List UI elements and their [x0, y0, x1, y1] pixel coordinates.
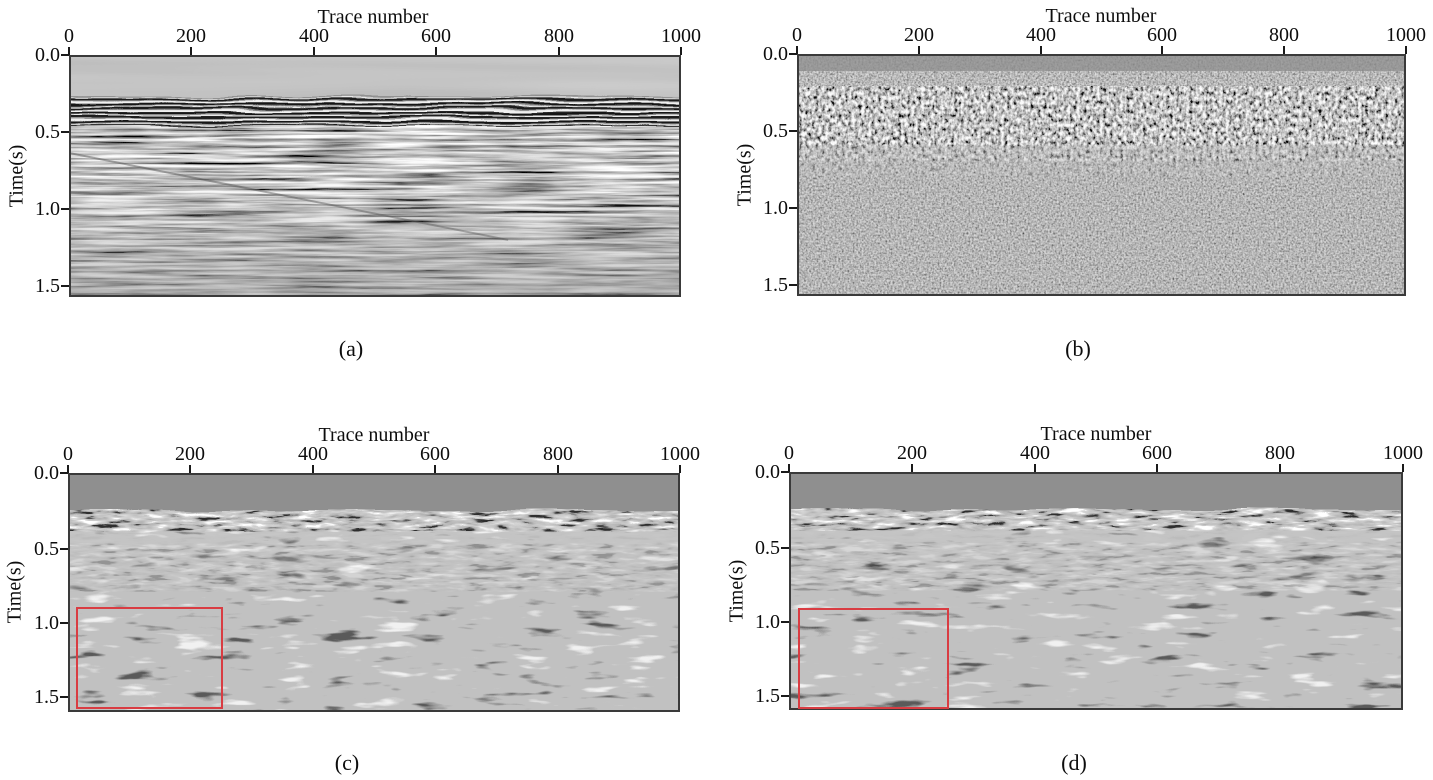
x-tick-label: 800 [1269, 24, 1299, 46]
x-tick-mark [918, 46, 920, 54]
y-tick-label: 0.0 [763, 43, 788, 65]
y-tick-mark [61, 285, 69, 287]
x-tick-label: 1000 [660, 443, 700, 465]
x-tick-label: 0 [63, 443, 73, 465]
y-tick-label: 0.5 [763, 120, 788, 142]
highlight-box-c [76, 607, 223, 709]
x-tick-label: 400 [298, 443, 328, 465]
x-tick-mark [67, 465, 69, 473]
panel-label-a: (a) [338, 336, 364, 361]
x-tick-mark [680, 47, 682, 55]
seismic-plot-d [789, 472, 1403, 710]
x-tick-mark [435, 47, 437, 55]
x-tick-mark [313, 47, 315, 55]
x-tick-mark [190, 47, 192, 55]
seismic-plot-a [69, 55, 681, 297]
x-axis-title: Trace number [1040, 423, 1152, 445]
y-tick-mark [781, 547, 789, 549]
y-tick-mark [789, 207, 797, 209]
y-tick-label: 0.0 [755, 461, 780, 483]
x-tick-label: 600 [1147, 24, 1177, 46]
y-tick-label: 1.0 [34, 612, 59, 634]
x-tick-mark [189, 465, 191, 473]
x-tick-label: 1000 [1386, 24, 1426, 46]
x-tick-mark [68, 47, 70, 55]
x-tick-mark [1405, 46, 1407, 54]
x-tick-label: 800 [543, 443, 573, 465]
y-tick-mark [61, 54, 69, 56]
x-tick-label: 400 [299, 25, 329, 47]
x-tick-mark [434, 465, 436, 473]
y-tick-mark [781, 471, 789, 473]
x-tick-label: 400 [1026, 24, 1056, 46]
x-axis-title: Trace number [1045, 5, 1157, 27]
x-tick-label: 600 [421, 25, 451, 47]
y-axis-label: Time(s) [5, 144, 28, 208]
y-tick-mark [781, 695, 789, 697]
x-axis-title: Trace number [317, 6, 429, 28]
y-tick-mark [781, 621, 789, 623]
y-tick-mark [61, 208, 69, 210]
x-tick-mark [1034, 464, 1036, 472]
y-tick-label: 0.5 [34, 538, 59, 560]
x-axis-title: Trace number [318, 424, 430, 446]
x-tick-mark [1040, 46, 1042, 54]
x-tick-label: 200 [897, 442, 927, 464]
x-tick-label: 0 [784, 442, 794, 464]
y-tick-label: 0.0 [35, 44, 60, 66]
x-tick-mark [557, 465, 559, 473]
seismic-plot-b [797, 54, 1406, 296]
highlight-box-d [798, 608, 949, 709]
x-tick-label: 200 [176, 25, 206, 47]
y-tick-label: 1.0 [755, 611, 780, 633]
x-tick-label: 200 [175, 443, 205, 465]
y-tick-mark [61, 131, 69, 133]
y-tick-mark [60, 622, 68, 624]
x-tick-mark [1283, 46, 1285, 54]
x-tick-mark [312, 465, 314, 473]
x-tick-mark [1156, 464, 1158, 472]
x-tick-label: 200 [904, 24, 934, 46]
y-axis-label: Time(s) [725, 559, 748, 623]
y-tick-mark [60, 548, 68, 550]
y-tick-label: 0.5 [35, 121, 60, 143]
x-tick-mark [796, 46, 798, 54]
x-tick-mark [558, 47, 560, 55]
y-axis-label: Time(s) [733, 143, 756, 207]
x-tick-label: 1000 [1383, 442, 1423, 464]
y-tick-label: 1.0 [35, 198, 60, 220]
x-tick-mark [911, 464, 913, 472]
y-tick-label: 1.5 [34, 686, 59, 708]
y-tick-label: 1.5 [755, 685, 780, 707]
x-tick-mark [1161, 46, 1163, 54]
y-tick-label: 0.5 [755, 537, 780, 559]
y-tick-mark [60, 696, 68, 698]
y-tick-mark [60, 472, 68, 474]
panel-label-c: (c) [334, 750, 360, 775]
y-tick-mark [789, 53, 797, 55]
x-tick-label: 800 [1265, 442, 1295, 464]
y-tick-label: 1.5 [763, 274, 788, 296]
y-tick-label: 0.0 [34, 462, 59, 484]
y-tick-mark [789, 284, 797, 286]
panel-label-d: (d) [1061, 750, 1087, 775]
x-tick-label: 1000 [661, 25, 701, 47]
y-tick-mark [789, 130, 797, 132]
x-tick-label: 0 [792, 24, 802, 46]
y-axis-label: Time(s) [3, 560, 26, 624]
x-tick-mark [1279, 464, 1281, 472]
panel-label-b: (b) [1065, 336, 1091, 361]
x-tick-label: 600 [1142, 442, 1172, 464]
x-tick-mark [679, 465, 681, 473]
y-tick-label: 1.5 [35, 275, 60, 297]
x-tick-mark [1402, 464, 1404, 472]
x-tick-mark [788, 464, 790, 472]
x-tick-label: 400 [1020, 442, 1050, 464]
x-tick-label: 800 [544, 25, 574, 47]
x-tick-label: 600 [420, 443, 450, 465]
y-tick-label: 1.0 [763, 197, 788, 219]
x-tick-label: 0 [64, 25, 74, 47]
seismic-plot-c [68, 473, 680, 712]
